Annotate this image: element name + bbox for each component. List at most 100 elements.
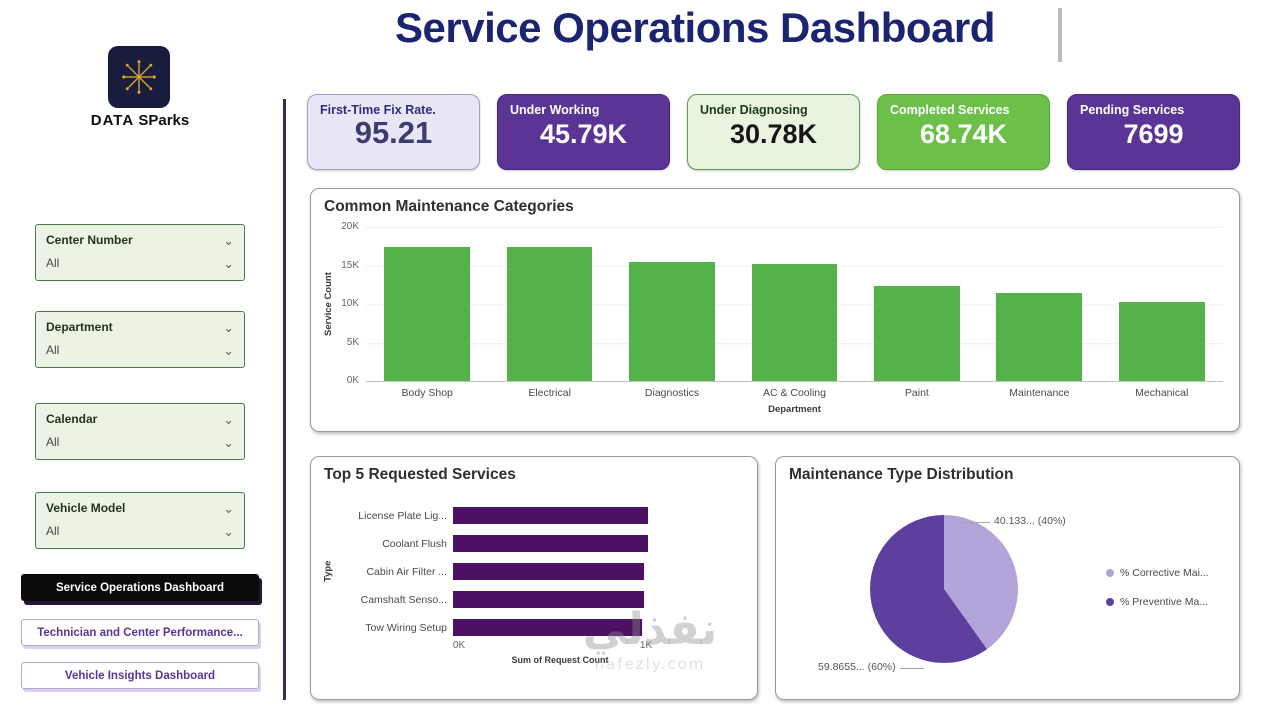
panel-top5-requested-services: Top 5 Requested Services Type License Pl… — [310, 456, 758, 700]
chevron-down-icon[interactable]: ⌄ — [223, 523, 234, 539]
x-tick-label: Body Shop — [401, 387, 453, 399]
kpi-first-time-fix-rate[interactable]: First-Time Fix Rate. 95.21 — [307, 94, 480, 170]
kpi-label: Under Working — [510, 103, 600, 117]
filter-calendar: Calendar ⌄ All ⌄ — [35, 403, 245, 460]
sparks-icon — [122, 60, 156, 94]
kpi-value: 68.74K — [919, 119, 1008, 149]
brand-name: DATA SParks — [75, 112, 205, 129]
hbar-chart: Type License Plate Lig... Coolant Flush Ca… — [321, 507, 743, 665]
chevron-down-icon[interactable]: ⌄ — [223, 342, 234, 358]
top5-bar[interactable] — [453, 563, 644, 580]
panel-common-maintenance-categories: Common Maintenance Categories Service Co… — [310, 188, 1240, 432]
filter-dropdown[interactable]: All ⌄ — [46, 524, 234, 538]
top5-bar[interactable] — [453, 507, 648, 524]
x-tick-label: AC & Cooling — [762, 387, 826, 399]
x-tick-label: Diagnostics — [644, 387, 700, 399]
brand-logo — [108, 46, 170, 108]
top5-bar[interactable] — [453, 535, 648, 552]
top5-row: Camshaft Senso... — [335, 591, 655, 608]
filter-value: All — [46, 524, 60, 538]
nav-technician-center-performance[interactable]: Technician and Center Performance... — [21, 619, 259, 646]
top5-bar[interactable] — [453, 619, 642, 636]
legend-item-preventive[interactable]: % Preventive Ma... — [1106, 596, 1209, 608]
bar-mechanical[interactable] — [1101, 227, 1223, 381]
filter-dropdown[interactable]: All ⌄ — [46, 256, 234, 270]
pie-legend: % Corrective Mai... % Preventive Ma... — [1106, 567, 1209, 608]
panel-maintenance-type-distribution: Maintenance Type Distribution 40.133... … — [775, 456, 1240, 700]
kpi-value: 30.78K — [729, 119, 818, 149]
top5-track — [453, 591, 655, 608]
filter-dropdown[interactable]: All ⌄ — [46, 343, 234, 357]
filter-center-number: Center Number ⌄ All ⌄ — [35, 224, 245, 281]
kpi-value: 95.21 — [354, 115, 433, 150]
top5-xticks: 0K 1K — [453, 640, 661, 655]
bar-maintenance[interactable] — [978, 227, 1100, 381]
filter-vehicle-model: Vehicle Model ⌄ All ⌄ — [35, 492, 245, 549]
bar[interactable] — [874, 285, 960, 381]
x-axis-title: Sum of Request Count — [511, 655, 609, 665]
filter-value: All — [46, 343, 60, 357]
y-axis-title: Type — [322, 560, 334, 583]
chevron-down-icon[interactable]: ⌄ — [223, 434, 234, 450]
top5-bar[interactable] — [453, 591, 644, 608]
kpi-under-diagnosing[interactable]: Under Diagnosing 30.78K — [687, 94, 860, 170]
y-axis-title: Service Count — [323, 272, 334, 337]
top5-row: Tow Wiring Setup — [335, 619, 655, 636]
filter-label: Center Number — [46, 233, 133, 247]
kpi-under-working[interactable]: Under Working 45.79K — [497, 94, 670, 170]
bar-chart: Service Count 20K 15K 10K 5K 0K Body Shop Ele… — [321, 222, 1223, 415]
bar[interactable] — [506, 247, 593, 381]
top5-category-label: Cabin Air Filter ... — [366, 565, 447, 578]
chart-title: Top 5 Requested Services — [324, 466, 516, 483]
bar[interactable] — [996, 293, 1083, 381]
bar-electrical[interactable] — [488, 227, 610, 381]
pie-callout-corrective: 40.133... (40%) — [962, 515, 1066, 527]
bar[interactable] — [1118, 301, 1205, 381]
nav-service-operations-dashboard[interactable]: Service Operations Dashboard — [21, 574, 259, 601]
chevron-down-icon[interactable]: ⌄ — [223, 411, 234, 427]
brand-word-1: DATA — [90, 112, 135, 129]
filter-label: Vehicle Model — [46, 501, 126, 515]
chevron-down-icon[interactable]: ⌄ — [223, 500, 234, 516]
x-tick-label: 1K — [639, 640, 653, 651]
pie[interactable] — [870, 515, 1018, 663]
x-tick-label: Electrical — [528, 387, 571, 399]
kpi-label: Under Diagnosing — [700, 103, 808, 117]
y-tick-label: 20K — [341, 221, 359, 232]
bar-chart-yticks: 20K 15K 10K 5K 0K — [336, 222, 366, 386]
kpi-label: Completed Services — [890, 103, 1010, 117]
filter-department: Department ⌄ All ⌄ — [35, 311, 245, 368]
kpi-completed-services[interactable]: Completed Services 68.74K — [877, 94, 1050, 170]
nav-vehicle-insights-dashboard[interactable]: Vehicle Insights Dashboard — [21, 662, 259, 689]
chevron-down-icon[interactable]: ⌄ — [223, 255, 234, 271]
kpi-row: First-Time Fix Rate. 95.21 Under Working… — [307, 94, 1240, 170]
bar-chart-plot — [366, 227, 1223, 382]
legend-dot-icon — [1106, 598, 1114, 606]
kpi-pending-services[interactable]: Pending Services 7699 — [1067, 94, 1240, 170]
bar[interactable] — [384, 247, 471, 381]
filter-dropdown[interactable]: All ⌄ — [46, 435, 234, 449]
top5-category-label: Coolant Flush — [382, 537, 447, 550]
filter-value: All — [46, 256, 60, 270]
top5-track — [453, 619, 655, 636]
y-tick-label: 15K — [341, 259, 359, 271]
top5-track — [453, 563, 655, 580]
bar-diagnostics[interactable] — [611, 227, 733, 381]
y-tick-label: 0K — [346, 375, 359, 386]
kpi-value: 7699 — [1123, 119, 1184, 149]
bar-paint[interactable] — [856, 227, 978, 381]
top5-row: Coolant Flush — [335, 535, 655, 552]
legend-item-corrective[interactable]: % Corrective Mai... — [1106, 567, 1209, 579]
kpi-label: First-Time Fix Rate. — [320, 103, 436, 117]
legend-label: % Preventive Ma... — [1120, 596, 1209, 608]
bar-body-shop[interactable] — [366, 227, 488, 381]
chevron-down-icon[interactable]: ⌄ — [223, 232, 234, 248]
bar-ac-cooling[interactable] — [733, 227, 855, 381]
kpi-label: Pending Services — [1080, 103, 1185, 117]
pie-callout-preventive: 59.8655... (60%) — [818, 661, 924, 673]
bar-chart-xlabels: Body Shop Electrical Diagnostics AC & Cooli… — [366, 387, 1223, 399]
bar[interactable] — [751, 263, 838, 381]
bar[interactable] — [629, 261, 715, 381]
chevron-down-icon[interactable]: ⌄ — [223, 319, 234, 335]
